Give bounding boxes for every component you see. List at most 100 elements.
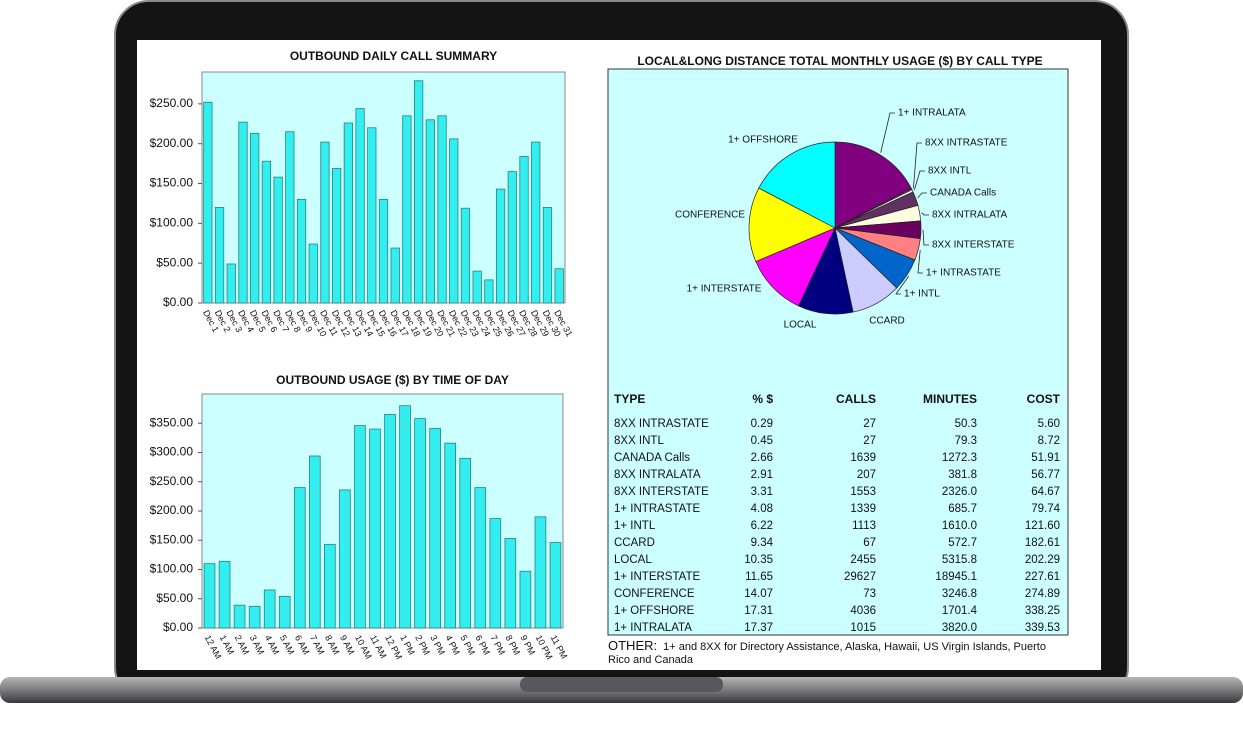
bar — [459, 457, 472, 629]
pie-label: CCARD — [869, 316, 905, 327]
note: OTHER: 1+ and 8XX for Directory Assistanc… — [608, 639, 1058, 667]
table-cell: CANADA Calls — [614, 452, 690, 464]
table-cell: 27 — [863, 418, 876, 430]
pie-label: 1+ INTRASTATE — [926, 268, 1001, 279]
table-cell: 6.22 — [751, 520, 773, 532]
table-cell: 381.8 — [948, 469, 977, 481]
pie-label: 8XX INTRALATA — [932, 210, 1008, 221]
chart-title: OUTBOUND USAGE ($) BY TIME OF DAY — [276, 373, 509, 387]
y-tick-label: $200.00 — [150, 503, 194, 517]
table-cell: CCARD — [614, 537, 655, 549]
y-tick-label: $150.00 — [150, 532, 194, 546]
y-tick-label: $0.00 — [163, 295, 193, 309]
bar — [332, 167, 342, 304]
table-header: CALLS — [836, 392, 876, 406]
table-header: TYPE — [614, 392, 645, 406]
pie-label: LOCAL — [784, 320, 817, 331]
y-tick-label: $150.00 — [150, 176, 194, 190]
table-cell: 3820.0 — [942, 622, 977, 634]
table-cell: 2.91 — [751, 469, 773, 481]
pie-label: 8XX INTL — [928, 166, 972, 177]
note-label: OTHER: — [608, 638, 658, 653]
table-cell: 17.31 — [744, 605, 773, 617]
bar — [293, 487, 306, 629]
bar — [495, 188, 506, 304]
table-cell: LOCAL — [614, 554, 652, 566]
bar — [250, 132, 260, 304]
bar — [248, 605, 261, 629]
table-cell: 1+ OFFSHORE — [614, 605, 695, 617]
table-cell: 8XX INTRALATA — [614, 469, 701, 481]
bar — [399, 405, 411, 629]
bar — [296, 199, 307, 304]
bar — [390, 247, 400, 304]
bar — [367, 127, 377, 304]
pie-label: 1+ INTL — [904, 289, 940, 300]
table-cell: 51.91 — [1031, 452, 1060, 464]
y-tick-label: $300.00 — [150, 445, 194, 459]
bar — [519, 156, 529, 304]
bar — [355, 108, 365, 304]
bar — [369, 428, 381, 629]
bar — [414, 80, 424, 304]
y-tick-label: $350.00 — [150, 415, 194, 429]
leader-line — [895, 275, 910, 295]
table-cell: 5315.8 — [942, 554, 977, 566]
table-cell: 9.34 — [751, 537, 774, 549]
table-cell: 27 — [863, 435, 876, 447]
pie-label: CANADA Calls — [930, 188, 996, 199]
bar — [278, 596, 291, 629]
leader-line — [913, 170, 925, 191]
table-cell: 79.74 — [1031, 503, 1060, 515]
bar — [474, 487, 487, 629]
y-tick-label: $200.00 — [150, 136, 194, 150]
report: OUTBOUND DAILY CALL SUMMARY $0.00 $50.00 $1… — [150, 49, 1069, 661]
bar — [437, 115, 447, 304]
leader-line — [880, 112, 895, 153]
table-cell: 3246.8 — [942, 588, 977, 600]
table-cell: 29627 — [844, 571, 876, 583]
bar — [226, 263, 236, 304]
bar — [534, 516, 547, 629]
bar — [238, 121, 248, 304]
table-cell: 202.29 — [1025, 554, 1060, 566]
table-cell: 1+ INTRALATA — [614, 622, 692, 634]
leader-line — [917, 249, 923, 274]
table-cell: 207 — [857, 469, 876, 481]
table-cell: 8.72 — [1038, 435, 1060, 447]
leader-line — [921, 212, 929, 216]
bar — [549, 542, 562, 629]
table-cell: 11.65 — [745, 571, 773, 583]
notch — [520, 677, 723, 692]
bar — [308, 455, 321, 629]
table-cell: 339.53 — [1025, 622, 1060, 634]
y-tick-label: $50.00 — [156, 255, 193, 269]
bar — [429, 428, 441, 629]
bar — [324, 543, 336, 629]
bar — [378, 199, 389, 304]
bar — [233, 604, 246, 629]
bar — [203, 101, 213, 304]
table-cell: 1+ INTL — [614, 520, 656, 532]
bar — [444, 442, 457, 629]
table-cell: 1639 — [850, 452, 876, 464]
bar — [472, 270, 482, 304]
bar — [449, 138, 459, 304]
table-cell: 572.7 — [948, 537, 977, 549]
table-cell: 121.60 — [1025, 520, 1060, 532]
pie-slice — [748, 187, 836, 263]
pie-label: 1+ INTRALATA — [898, 108, 966, 119]
table-cell: 3.31 — [751, 486, 773, 498]
bar — [425, 119, 435, 304]
table-cell: 64.67 — [1031, 486, 1060, 498]
table-header: COST — [1027, 392, 1061, 406]
table-cell: 10.35 — [744, 554, 773, 566]
pie-slice — [834, 141, 912, 229]
table-cell: 8XX INTL — [614, 435, 664, 447]
y-tick-label: $250.00 — [150, 474, 194, 488]
leader-line — [922, 229, 929, 246]
bar — [504, 538, 517, 629]
bar — [273, 176, 283, 304]
y-tick-label: $50.00 — [156, 591, 193, 605]
